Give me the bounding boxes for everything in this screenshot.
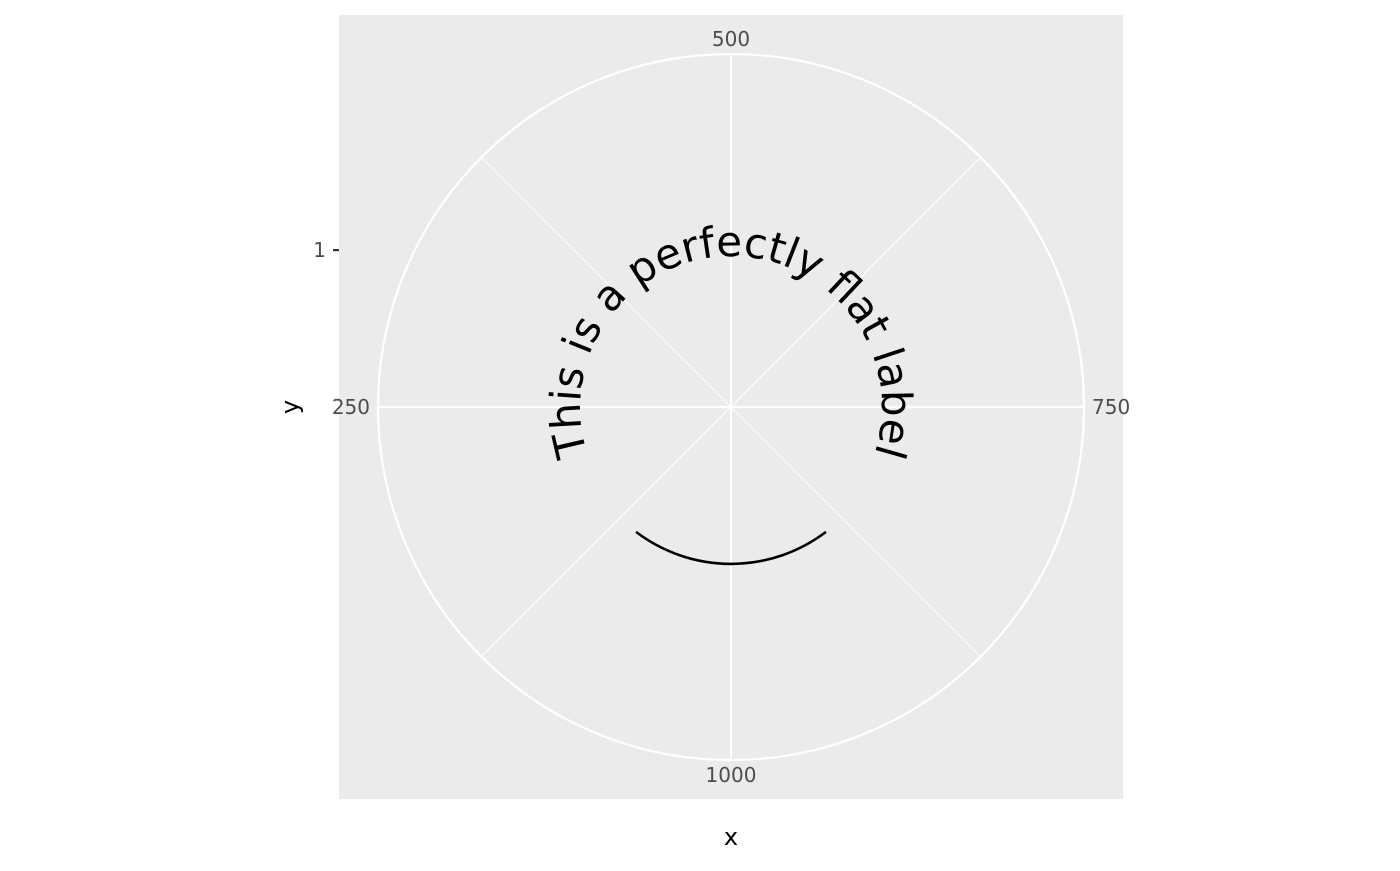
theta-minor-gridline <box>481 406 732 657</box>
series-line <box>635 530 827 566</box>
theta-minor-gridline <box>730 406 981 657</box>
grid-layer <box>376 52 1086 762</box>
tick-layer: 250 500 750 1000 1 <box>313 27 1130 787</box>
theta-tick-label: 750 <box>1092 395 1130 419</box>
x-axis-title: x <box>724 823 738 851</box>
y-axis-title: y <box>276 400 304 414</box>
theta-tick-label: 1000 <box>706 763 757 787</box>
theta-minor-gridline <box>730 157 981 408</box>
theta-tick-label: 500 <box>712 27 750 51</box>
theta-minor-gridline <box>481 157 732 408</box>
theta-tick-label: 250 <box>332 395 370 419</box>
radial-tick-label: 1 <box>313 238 326 262</box>
